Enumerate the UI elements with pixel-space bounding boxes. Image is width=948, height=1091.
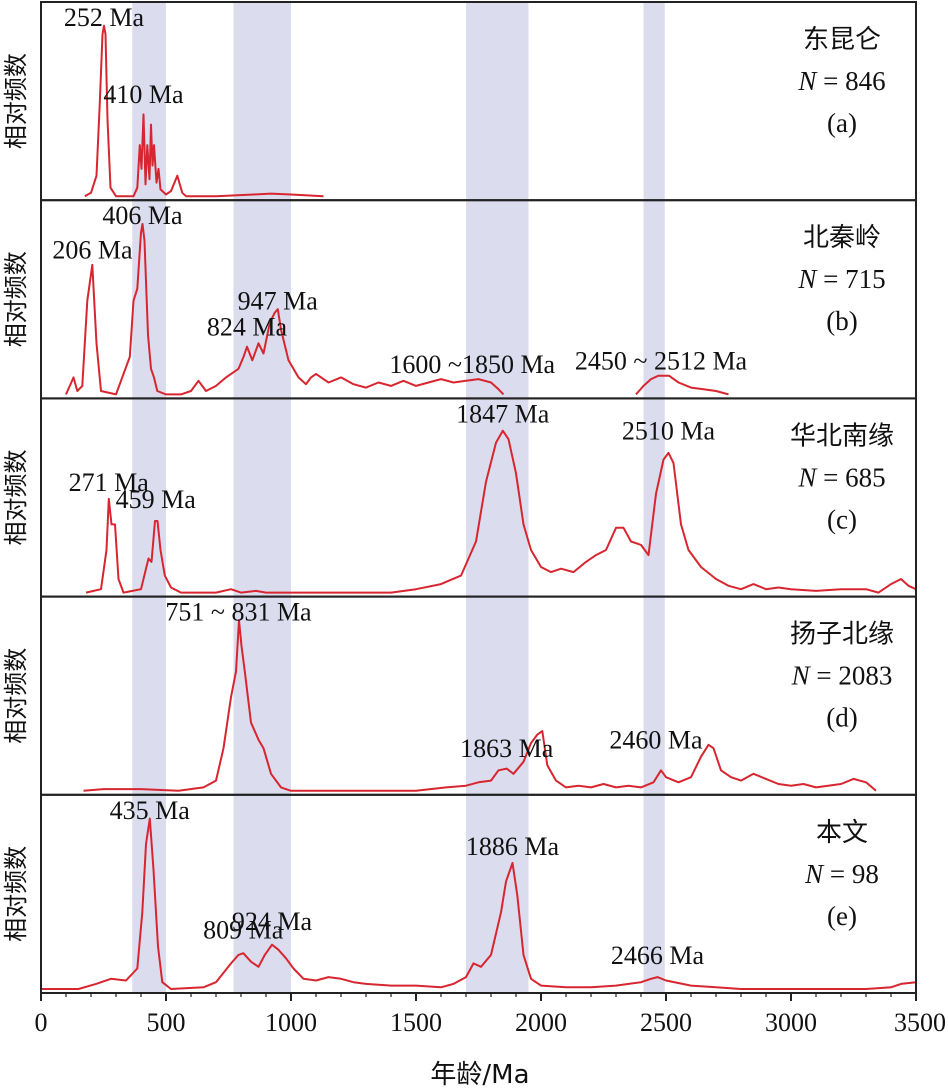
- peak-label: 924 Ma: [232, 907, 313, 936]
- panel-region-label: 北秦岭: [803, 223, 881, 253]
- panel-frame-5: [40, 793, 917, 994]
- x-axis-label: 年龄/Ma: [430, 1060, 529, 1090]
- highlight-band-3: [466, 2, 529, 993]
- series-line-2-b: [635, 374, 729, 396]
- panel-n-label: N = 846: [797, 66, 885, 96]
- panel-region-label: 东昆仑: [803, 25, 881, 55]
- panel-tag-label: (e): [827, 901, 857, 931]
- y-axis-label-2: 相对频数: [2, 251, 30, 347]
- panel-n-label: N = 715: [797, 264, 885, 294]
- x-tick-label: 1500: [390, 1008, 442, 1037]
- series-line-2: [65, 222, 505, 396]
- x-tick-label: 3000: [765, 1008, 817, 1037]
- panel-region-label: 扬子北缘: [790, 620, 894, 650]
- y-axis-label-3: 相对频数: [2, 450, 30, 546]
- peak-label: 271 Ma: [69, 468, 150, 497]
- y-axis-label-5: 相对频数: [2, 846, 30, 942]
- x-tick-label: 0: [35, 1008, 48, 1037]
- peak-label: 1886 Ma: [466, 832, 560, 861]
- series-line-4: [83, 619, 877, 792]
- series-line-1: [84, 24, 324, 198]
- y-axis-label-4: 相对频数: [2, 648, 30, 744]
- peak-label: 410 Ma: [103, 80, 184, 109]
- panel-4: 相对频数 扬子北缘 N = 2083 (d) 751 ~ 831 Ma 1863 Ma 24…: [2, 595, 917, 796]
- peak-label: 1847 Ma: [456, 400, 550, 429]
- panel-tag-label: (c): [827, 504, 857, 534]
- panel-tag-label: (a): [827, 108, 857, 138]
- panel-n-label: N = 98: [804, 859, 879, 889]
- peak-label: 2460 Ma: [609, 726, 703, 755]
- panel-n-label: N = 2083: [791, 661, 893, 691]
- panel-region-label: 华北南缘: [790, 421, 894, 451]
- peak-label: 1863 Ma: [460, 734, 554, 763]
- series-line-3: [85, 429, 917, 594]
- x-tick-label: 3500: [894, 1008, 946, 1037]
- peak-label: 252 Ma: [64, 3, 145, 32]
- x-tick-label: 2500: [640, 1008, 692, 1037]
- peak-label: 2510 Ma: [622, 417, 716, 446]
- peak-label: 947 Ma: [238, 287, 319, 316]
- peak-label: 809 Ma: [203, 915, 284, 944]
- peak-label: 459 Ma: [116, 485, 197, 514]
- highlight-bands: [132, 2, 665, 993]
- panel-1: 相对频数 东昆仑 N = 846 (a) 252 Ma 410 Ma: [2, 1, 917, 202]
- peak-label: 435 Ma: [110, 796, 191, 825]
- peak-label: 1600 ~1850 Ma: [389, 350, 555, 379]
- y-axis-label-1: 相对频数: [2, 53, 30, 149]
- peak-label: 751 ~ 831 Ma: [165, 598, 312, 627]
- panel-tag-label: (b): [826, 306, 857, 336]
- x-axis: 0 500 1000 1500 2000 2500 3000 3500: [35, 993, 946, 1037]
- x-tick-label: 2000: [515, 1008, 567, 1037]
- peak-label: 206 Ma: [52, 236, 133, 265]
- peak-label: 406 Ma: [102, 201, 183, 230]
- highlight-band-2: [233, 2, 291, 993]
- highlight-band-4: [643, 2, 665, 993]
- peak-label: 2466 Ma: [611, 941, 705, 970]
- panel-region-label: 本文: [816, 818, 868, 848]
- x-tick-label: 500: [147, 1008, 186, 1037]
- peak-label: 824 Ma: [207, 312, 288, 341]
- peak-label: 2450 ~ 2512 Ma: [575, 346, 748, 375]
- panel-tag-label: (d): [826, 703, 857, 733]
- x-tick-label: 1000: [265, 1008, 317, 1037]
- series-line-5: [41, 817, 917, 990]
- panel-n-label: N = 685: [797, 462, 885, 492]
